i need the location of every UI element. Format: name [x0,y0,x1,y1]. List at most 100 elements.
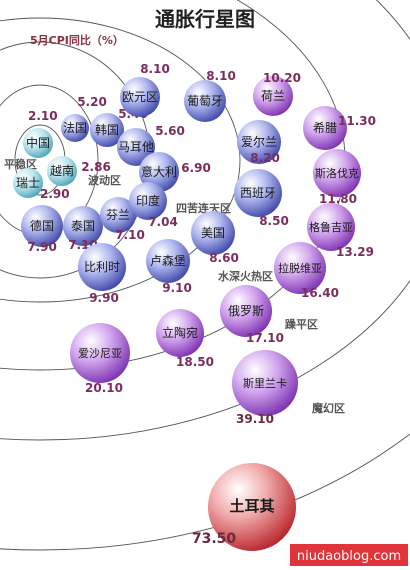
planet-name-label: 葡萄牙 [187,94,223,108]
planet-value-label: 7.90 [27,240,57,254]
planet-name-label: 格鲁吉亚 [309,220,353,234]
planet-name-label: 芬兰 [106,208,130,222]
zone-label-volatile: 波动区 [88,173,121,187]
planet: 斯里兰卡 39.10 [232,350,298,426]
orbit-ring [0,0,410,441]
planet: 芬兰 7.10 [100,197,145,242]
planet-circle [63,206,103,246]
planet-name-label: 西班牙 [240,186,276,200]
planet-circle [61,114,89,142]
planet-name-label: 斯里兰卡 [243,377,287,390]
planet-value-label: 13.29 [336,245,374,259]
planet: 美国 8.60 [191,211,239,265]
planet-name-label: 越南 [50,163,74,178]
planet-value-label: 8.20 [250,151,280,165]
chart-title: 通胀行星图 [155,7,255,31]
planet-value-label: 11.30 [338,114,376,128]
planet-value-label: 8.50 [259,214,289,228]
planet-circle [47,156,77,186]
planet-value-label: 16.40 [301,286,339,300]
planet-circle [13,168,43,198]
planet-circle [237,120,281,164]
planet: 爱尔兰 8.20 [237,120,281,165]
planet-value-label: 9.90 [89,291,119,305]
planet-name-label: 印度 [136,193,160,208]
planet-name-label: 卢森堡 [150,253,186,268]
planet: 斯洛伐克 11.80 [313,149,361,206]
planet-circle [120,77,160,117]
planet: 比利时 9.90 [78,243,126,305]
planet-value-label: 7.10 [115,228,145,242]
planet-name-label: 意大利 [141,164,177,179]
planet: 卢森堡 9.10 [146,239,192,295]
planet-name-label: 法国 [63,121,87,135]
orbit-ring [0,433,410,551]
planet: 印度 7.04 [129,182,178,229]
zone-label-stable: 平稳区 [4,157,37,171]
planet-name-label: 韩国 [95,122,119,137]
planet: 拉脱维亚 16.40 [274,242,339,300]
planet-name-label: 瑞士 [16,176,40,190]
planet-circle [208,463,296,551]
planet-name-label: 欧元区 [122,90,158,104]
planet: 瑞士2.90 [13,168,70,201]
planet: 意大利 6.90 [139,152,211,192]
planet: 土耳其 73.50 [192,463,296,551]
planet-value-label: 8.10 [140,62,170,76]
watermark-text: niudaoblog.com [297,549,401,564]
planet-value-label: 18.50 [176,355,214,369]
planet-name-label: 泰国 [71,219,95,233]
orbit-ring [0,17,241,303]
planet-value-label: 7.04 [148,215,178,229]
planet-value-label: 11.80 [319,192,357,206]
planet-name-label: 斯洛伐克 [315,166,359,180]
planet-name-label: 马耳他 [118,140,154,154]
planet-circle [184,80,226,122]
planet-value-label: 2.10 [28,109,58,123]
planet: 法国 5.20 [61,95,107,142]
planet-circle [234,169,282,217]
zone-label-flat: 躁平区 [285,318,318,331]
planet-name-label: 土耳其 [229,497,274,515]
planet-circle [156,309,204,357]
planet-circle [303,106,347,150]
planet-circle [70,323,130,383]
planet-value-label: 2.90 [40,187,70,201]
planet-circle [274,242,326,294]
planet-name-label: 比利时 [84,260,120,274]
planet-name-label: 中国 [26,135,50,150]
planet-circle [307,203,355,251]
planet-circle [253,76,293,116]
planet-name-label: 立陶宛 [162,325,198,340]
planet-circle [191,211,235,255]
planet: 荷兰 10.20 [253,71,301,116]
planets: 中国2.10瑞士2.90法国5.20越南2.86韩国5.40欧元区8.10葡萄牙… [13,62,376,551]
planet: 格鲁吉亚 13.29 [307,203,374,259]
planet-name-label: 希腊 [313,120,337,135]
zone-label-dire: 水深火热区 [218,269,273,283]
planet-circle [117,128,155,166]
planet-circle [129,182,167,220]
planet-value-label: 17.10 [246,331,284,345]
zone-labels: 平稳区 波动区 四苦连天区 水深火热区 躁平区 魔幻区 [4,157,345,415]
planet: 立陶宛 18.50 [156,309,214,369]
planet: 泰国7.10 [63,206,103,252]
planet-value-label: 39.10 [236,412,274,426]
planet-name-label: 爱沙尼亚 [78,347,122,360]
planet-circle [100,197,136,233]
planet: 爱沙尼亚 20.10 [70,323,130,395]
planet-name-label: 拉脱维亚 [278,261,322,275]
planet-circle [21,205,63,247]
planet: 德国 7.90 [21,205,63,254]
planet-value-label: 2.86 [81,160,111,174]
planet-name-label: 俄罗斯 [228,304,264,318]
planet-circle [313,149,361,197]
planet: 欧元区 8.10 [120,62,170,117]
zone-label-bitter: 四苦连天区 [176,201,231,215]
planet-circle [23,128,53,158]
planet-value-label: 10.20 [263,71,301,85]
planet-value-label: 8.60 [209,251,239,265]
planet: 西班牙 8.50 [234,169,289,228]
